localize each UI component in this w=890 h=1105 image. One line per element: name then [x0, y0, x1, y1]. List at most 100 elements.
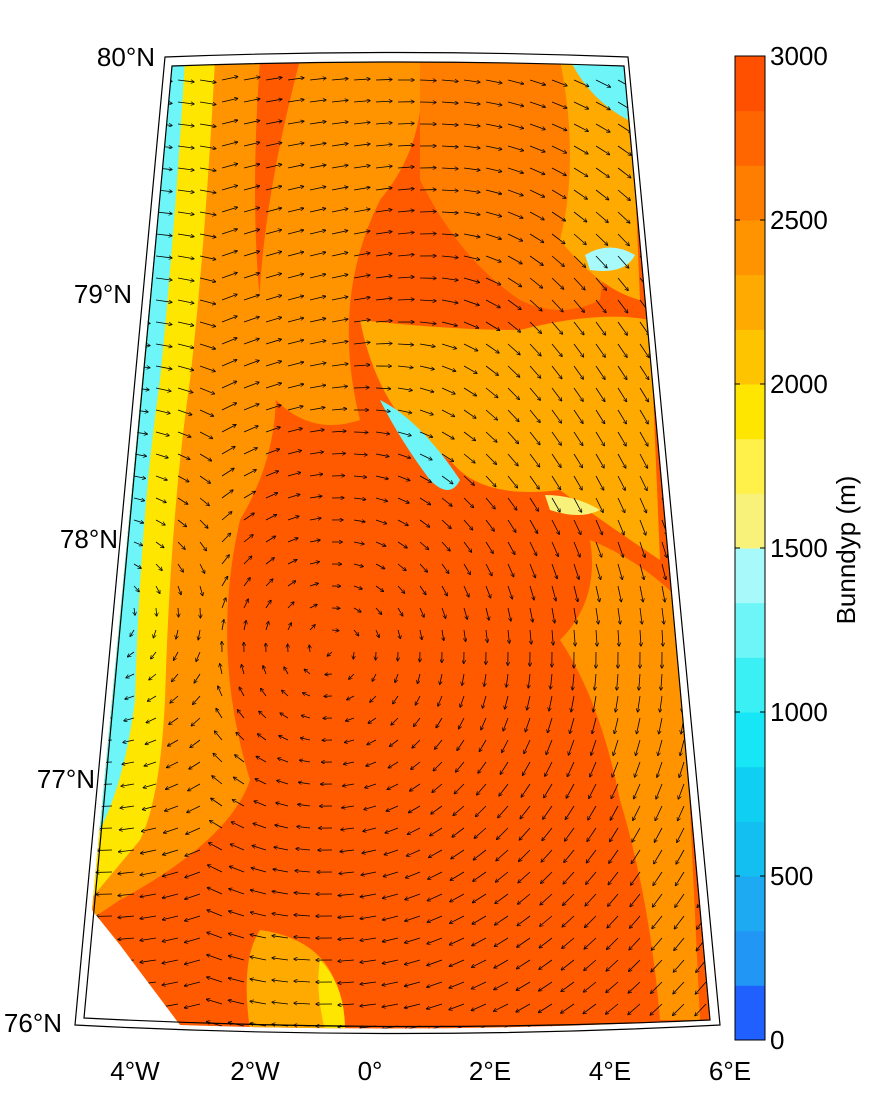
current-arrow — [706, 344, 715, 357]
colorbar-tick-label: 1000 — [770, 697, 828, 727]
current-arrow — [706, 366, 715, 380]
current-arrow — [90, 475, 101, 476]
current-arrow — [706, 234, 717, 246]
current-arrow — [706, 432, 713, 446]
current-arrow — [706, 256, 716, 268]
current-arrow — [162, 1026, 178, 1029]
current-arrow — [118, 982, 134, 983]
current-arrow — [112, 454, 124, 455]
current-arrow — [90, 453, 102, 454]
current-arrow — [662, 146, 675, 156]
current-arrow — [78, 761, 90, 762]
current-arrow — [74, 915, 90, 916]
current-arrow — [684, 256, 694, 268]
current-arrow — [705, 674, 706, 690]
current-arrow — [81, 694, 90, 696]
current-arrow — [354, 387, 369, 388]
colorbar-band — [735, 657, 765, 712]
colorbar-band — [735, 985, 765, 1040]
current-arrow — [706, 212, 717, 224]
current-arrow — [376, 79, 392, 80]
current-arrow — [140, 1004, 156, 1006]
current-arrow — [684, 278, 694, 291]
colorbar-band — [735, 603, 765, 658]
current-arrow — [79, 739, 90, 740]
current-arrow — [706, 454, 713, 468]
current-arrow — [706, 278, 716, 291]
current-arrow — [90, 387, 105, 388]
current-arrow — [684, 212, 695, 224]
colorbar-band — [735, 493, 765, 548]
colorbar-tick-label: 500 — [770, 861, 813, 891]
current-arrow — [706, 190, 717, 201]
current-arrow — [134, 102, 150, 103]
current-arrow — [134, 212, 150, 213]
current-arrow — [684, 190, 696, 201]
current-arrow — [701, 762, 706, 777]
current-arrow — [662, 432, 670, 446]
current-arrow — [90, 365, 106, 366]
current-arrow — [112, 498, 123, 499]
current-arrow — [112, 564, 120, 565]
current-arrow — [76, 805, 90, 806]
current-arrow — [134, 278, 150, 279]
current-arrow — [605, 1026, 618, 1036]
current-arrow — [706, 476, 712, 491]
current-arrow — [134, 256, 150, 257]
current-arrow — [684, 300, 693, 313]
current-arrow — [90, 343, 106, 344]
lat-label: 80°N — [97, 42, 155, 72]
lon-label: 4°W — [110, 1056, 160, 1086]
current-arrow — [684, 542, 688, 557]
current-arrow — [85, 625, 90, 630]
current-arrow — [662, 234, 673, 246]
current-arrow — [80, 717, 90, 718]
current-arrow — [134, 80, 150, 81]
current-arrow — [75, 849, 90, 850]
current-arrow — [662, 212, 673, 223]
current-arrow — [90, 518, 100, 520]
current-arrow — [662, 190, 674, 201]
colorbar-band — [735, 384, 765, 439]
current-arrow — [684, 410, 692, 424]
current-arrow — [706, 586, 709, 602]
current-arrow — [640, 146, 653, 156]
colorbar-band — [735, 931, 765, 986]
lon-label: 2°W — [230, 1056, 280, 1086]
current-arrow — [706, 542, 710, 557]
current-arrow — [706, 498, 712, 513]
current-arrow — [684, 608, 686, 624]
current-arrow — [684, 344, 693, 357]
current-arrow — [134, 168, 150, 169]
current-arrow — [90, 145, 106, 146]
current-arrow — [662, 102, 675, 111]
current-arrow — [90, 167, 106, 168]
colorbar-tick-label: 2000 — [770, 369, 828, 399]
current-arrow — [662, 278, 672, 291]
lon-label: 2°E — [469, 1056, 511, 1086]
current-arrow — [90, 562, 98, 564]
current-arrow — [662, 344, 671, 357]
current-arrow — [90, 233, 106, 234]
colorbar-band — [735, 275, 765, 330]
colorbar-band — [735, 111, 765, 166]
current-arrow — [640, 212, 651, 223]
current-arrow — [662, 256, 672, 268]
current-arrow — [684, 388, 692, 402]
current-arrow — [706, 300, 715, 313]
current-arrow — [184, 1026, 200, 1030]
current-arrow — [684, 102, 697, 111]
current-arrow — [684, 476, 691, 491]
colorbar-band — [735, 767, 765, 822]
current-arrow — [90, 431, 103, 432]
current-arrow — [640, 124, 653, 133]
current-arrow — [703, 718, 706, 734]
current-arrow — [134, 322, 150, 323]
current-arrow — [662, 80, 675, 89]
colorbar-tick-label: 2500 — [770, 205, 828, 235]
current-arrow — [640, 168, 652, 178]
colorbar-band — [735, 821, 765, 876]
